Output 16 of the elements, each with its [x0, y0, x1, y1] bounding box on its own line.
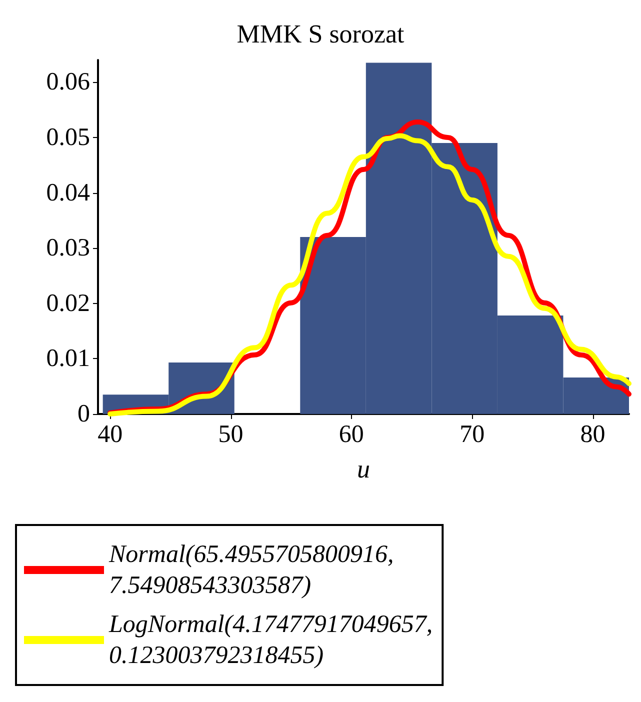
x-tick-label: 40	[98, 421, 123, 448]
x-tick-label: 80	[580, 421, 606, 448]
y-tick-label: 0.06	[46, 68, 90, 96]
x-tick-label: 50	[218, 421, 244, 448]
x-tick-label: 70	[460, 421, 485, 448]
y-tick-label: 0	[78, 400, 90, 428]
legend-label: Normal(65.4955705800916, 7.54908543303587)	[108, 541, 394, 599]
y-tick-label: 0.01	[46, 345, 90, 372]
legend-label: LogNormal(4.17477917049657, 0.123003792318455)	[108, 611, 433, 669]
y-tick-label: 0.04	[46, 179, 90, 206]
x-tick-label: 60	[338, 421, 364, 448]
chart-title: MMK S sorozat	[236, 20, 406, 48]
x-axis-title: u	[357, 454, 370, 484]
y-tick-label: 0.03	[46, 234, 90, 262]
y-tick-label: 0.02	[46, 290, 90, 317]
y-tick-label: 0.05	[46, 124, 90, 151]
